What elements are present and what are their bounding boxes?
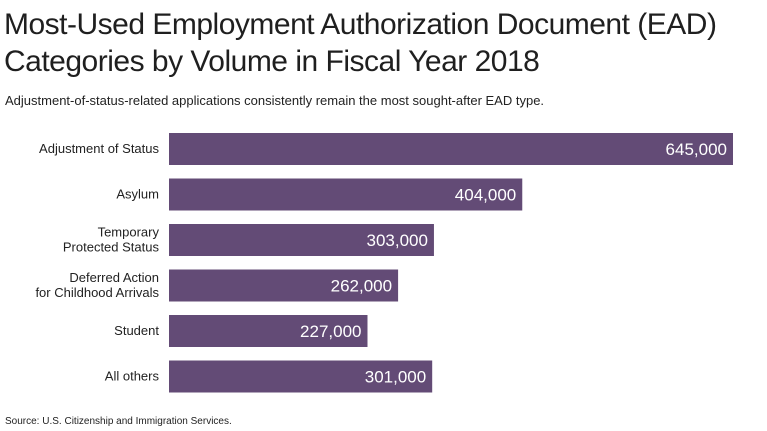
category-label: Deferred Action	[69, 270, 159, 285]
category-label: Student	[114, 323, 159, 338]
bar-value-label: 262,000	[331, 277, 392, 296]
bar	[169, 178, 523, 211]
chart-subtitle: Adjustment-of-status-related application…	[5, 93, 545, 108]
bar-chart: 645,000 Adjustment of Status 404,000 Asylum…	[35, 133, 733, 393]
bar-value-label: 303,000	[366, 231, 427, 250]
bar-value-label: 301,000	[365, 368, 426, 387]
category-label: Temporary	[98, 225, 160, 240]
category-label: Protected Status	[63, 240, 160, 255]
bar	[169, 269, 399, 302]
category-label: Asylum	[116, 187, 159, 202]
source-note: Source: U.S. Citizenship and Immigration…	[5, 416, 232, 427]
bar	[169, 133, 733, 165]
bar	[169, 315, 368, 347]
bar	[169, 224, 434, 256]
category-label: for Childhood Arrivals	[35, 285, 159, 300]
category-label: All others	[105, 369, 160, 384]
bar-value-label: 645,000	[666, 140, 727, 159]
category-label: Adjustment of Status	[39, 141, 159, 156]
chart-title: Most-Used Employment Authorization Docum…	[4, 8, 717, 78]
bar-value-label: 404,000	[455, 186, 516, 205]
bar	[169, 360, 433, 393]
bar-value-label: 227,000	[300, 322, 361, 341]
